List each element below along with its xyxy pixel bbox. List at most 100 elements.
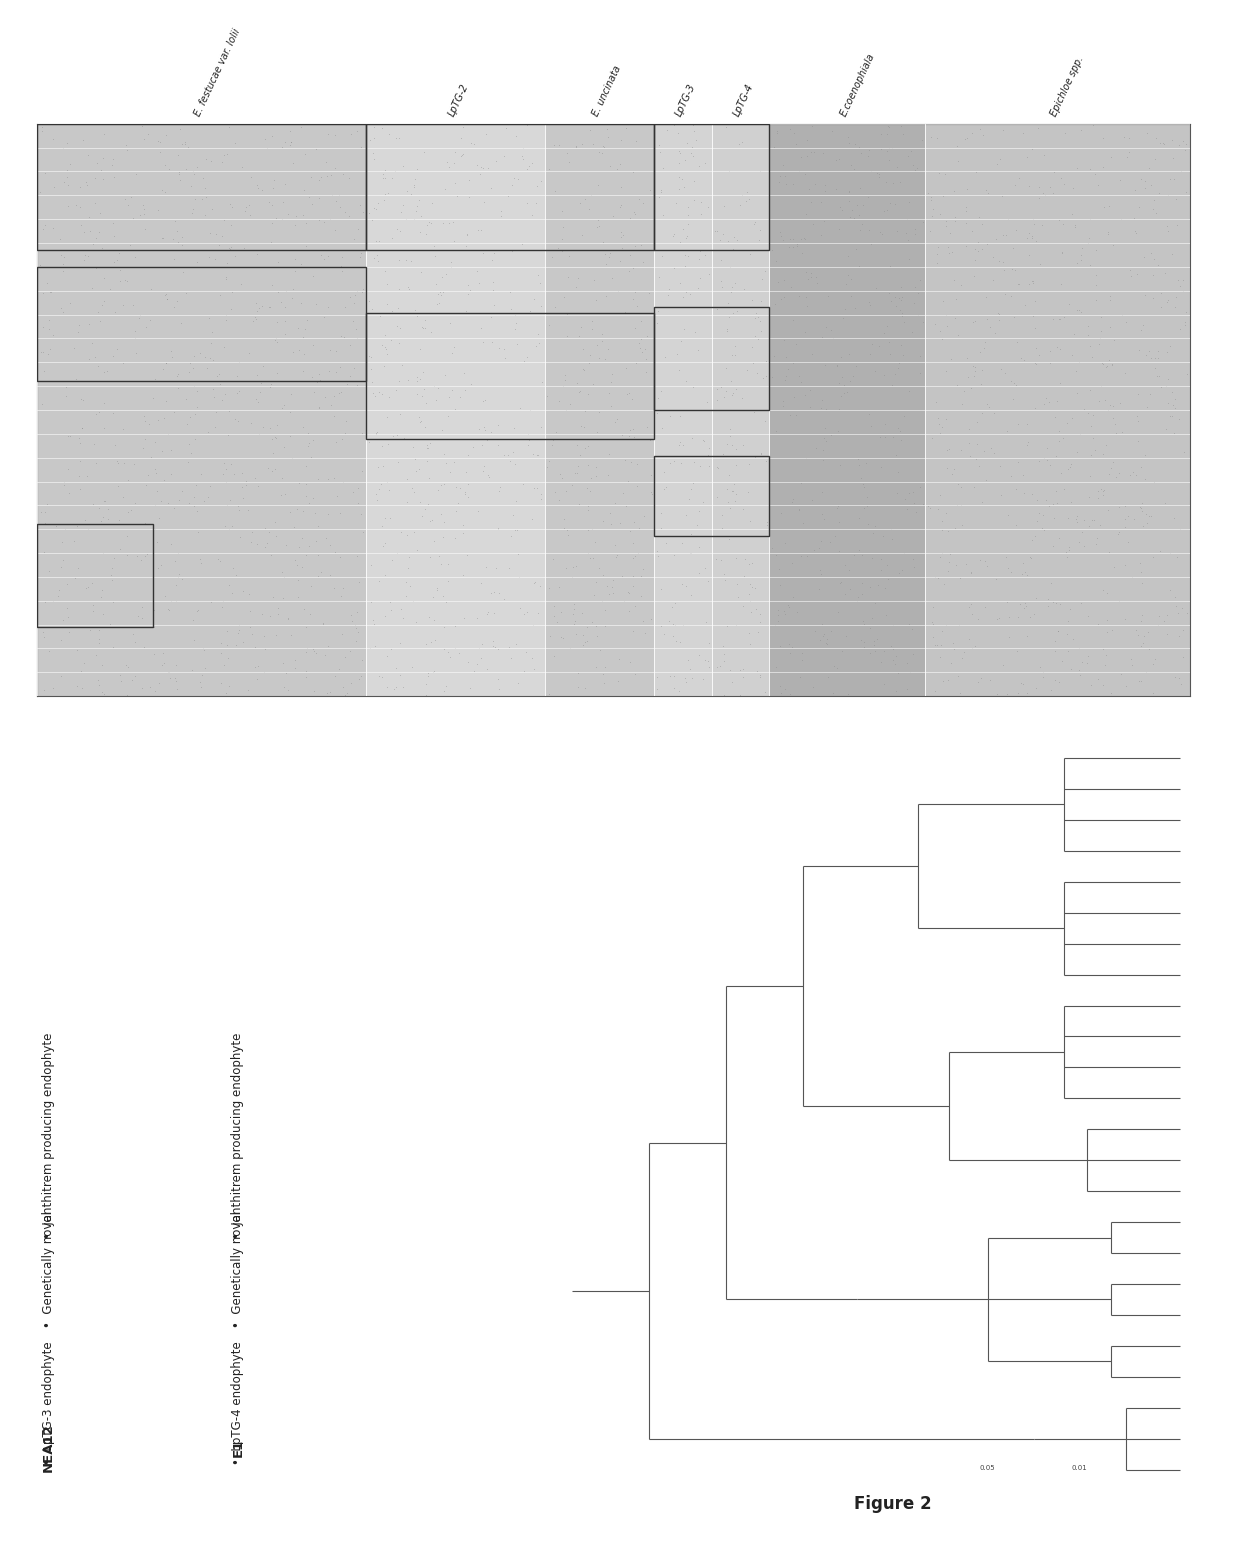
Point bbox=[334, 674, 353, 699]
Point bbox=[579, 118, 599, 142]
Point bbox=[775, 368, 795, 393]
Point bbox=[580, 546, 600, 571]
Point bbox=[652, 244, 672, 269]
Point bbox=[779, 235, 799, 260]
Point bbox=[134, 127, 154, 152]
Point bbox=[376, 603, 396, 628]
Point bbox=[930, 421, 950, 446]
Point bbox=[546, 294, 565, 319]
Point bbox=[1013, 671, 1033, 696]
Point bbox=[810, 575, 830, 600]
Point bbox=[288, 552, 308, 577]
Point bbox=[1136, 501, 1156, 526]
Point bbox=[660, 404, 680, 429]
Point bbox=[1130, 495, 1149, 520]
Point bbox=[1018, 430, 1038, 455]
Point bbox=[826, 147, 846, 172]
Point bbox=[920, 124, 940, 149]
Point bbox=[774, 599, 794, 623]
Point bbox=[615, 300, 635, 325]
Point bbox=[921, 186, 941, 210]
Point bbox=[750, 665, 770, 690]
Point bbox=[482, 248, 502, 272]
Point bbox=[172, 232, 192, 257]
Point bbox=[588, 623, 608, 648]
Point bbox=[148, 555, 167, 580]
Point bbox=[471, 571, 491, 596]
Point bbox=[1014, 481, 1034, 506]
Point bbox=[69, 425, 89, 450]
Point bbox=[329, 381, 348, 405]
Point bbox=[937, 518, 957, 543]
Point bbox=[94, 416, 114, 441]
Point bbox=[789, 283, 808, 308]
Point bbox=[325, 540, 345, 565]
Point bbox=[226, 633, 246, 657]
Point bbox=[549, 133, 569, 158]
Point bbox=[807, 271, 827, 295]
Text: •  Janthitrem producing endophyte: • Janthitrem producing endophyte bbox=[232, 1033, 244, 1239]
Point bbox=[247, 364, 267, 388]
Point bbox=[839, 558, 859, 583]
Point bbox=[1025, 394, 1045, 419]
Point bbox=[733, 183, 753, 207]
Point bbox=[71, 659, 91, 684]
Point bbox=[175, 130, 195, 155]
Point bbox=[882, 373, 901, 398]
Point bbox=[779, 631, 799, 656]
Point bbox=[528, 442, 548, 467]
Point bbox=[157, 422, 177, 447]
Point bbox=[265, 622, 285, 647]
Point bbox=[1042, 678, 1061, 702]
Point bbox=[109, 269, 129, 294]
Point bbox=[498, 634, 518, 659]
Point bbox=[86, 402, 105, 427]
Point bbox=[520, 299, 539, 323]
Point bbox=[425, 628, 445, 653]
Point bbox=[624, 200, 644, 224]
Point bbox=[491, 204, 511, 229]
Point bbox=[342, 608, 362, 633]
Point bbox=[1146, 201, 1166, 226]
Point bbox=[51, 295, 71, 320]
Point bbox=[528, 322, 548, 347]
Point bbox=[582, 308, 601, 333]
Point bbox=[200, 473, 219, 498]
Point bbox=[1136, 659, 1156, 684]
Point bbox=[746, 597, 766, 622]
Point bbox=[410, 260, 430, 285]
Point bbox=[806, 619, 826, 644]
Point bbox=[130, 302, 150, 326]
Point bbox=[299, 490, 319, 515]
Point bbox=[595, 614, 615, 639]
Point bbox=[1132, 571, 1152, 596]
Point bbox=[391, 401, 410, 425]
Point bbox=[1125, 507, 1145, 532]
Point bbox=[32, 339, 52, 364]
Point bbox=[1045, 639, 1065, 664]
Text: Epichloe spp.: Epichloe spp. bbox=[1049, 54, 1085, 118]
Point bbox=[800, 377, 820, 402]
Point bbox=[854, 634, 874, 659]
Point bbox=[764, 135, 784, 159]
Point bbox=[184, 493, 203, 518]
Point bbox=[611, 128, 631, 153]
Point bbox=[720, 255, 740, 280]
Point bbox=[432, 283, 451, 308]
Point bbox=[1178, 362, 1198, 387]
Point bbox=[817, 627, 837, 651]
Point bbox=[374, 323, 394, 348]
Point bbox=[374, 158, 394, 183]
Point bbox=[967, 410, 987, 435]
Point bbox=[427, 577, 446, 602]
Point bbox=[866, 359, 885, 384]
Point bbox=[1023, 305, 1043, 330]
Point bbox=[226, 563, 246, 588]
Point bbox=[517, 156, 537, 181]
Point bbox=[212, 670, 232, 695]
Point bbox=[988, 302, 1008, 326]
Point bbox=[595, 241, 615, 266]
Point bbox=[397, 178, 417, 203]
Point bbox=[1143, 681, 1163, 705]
Point bbox=[1085, 161, 1105, 186]
